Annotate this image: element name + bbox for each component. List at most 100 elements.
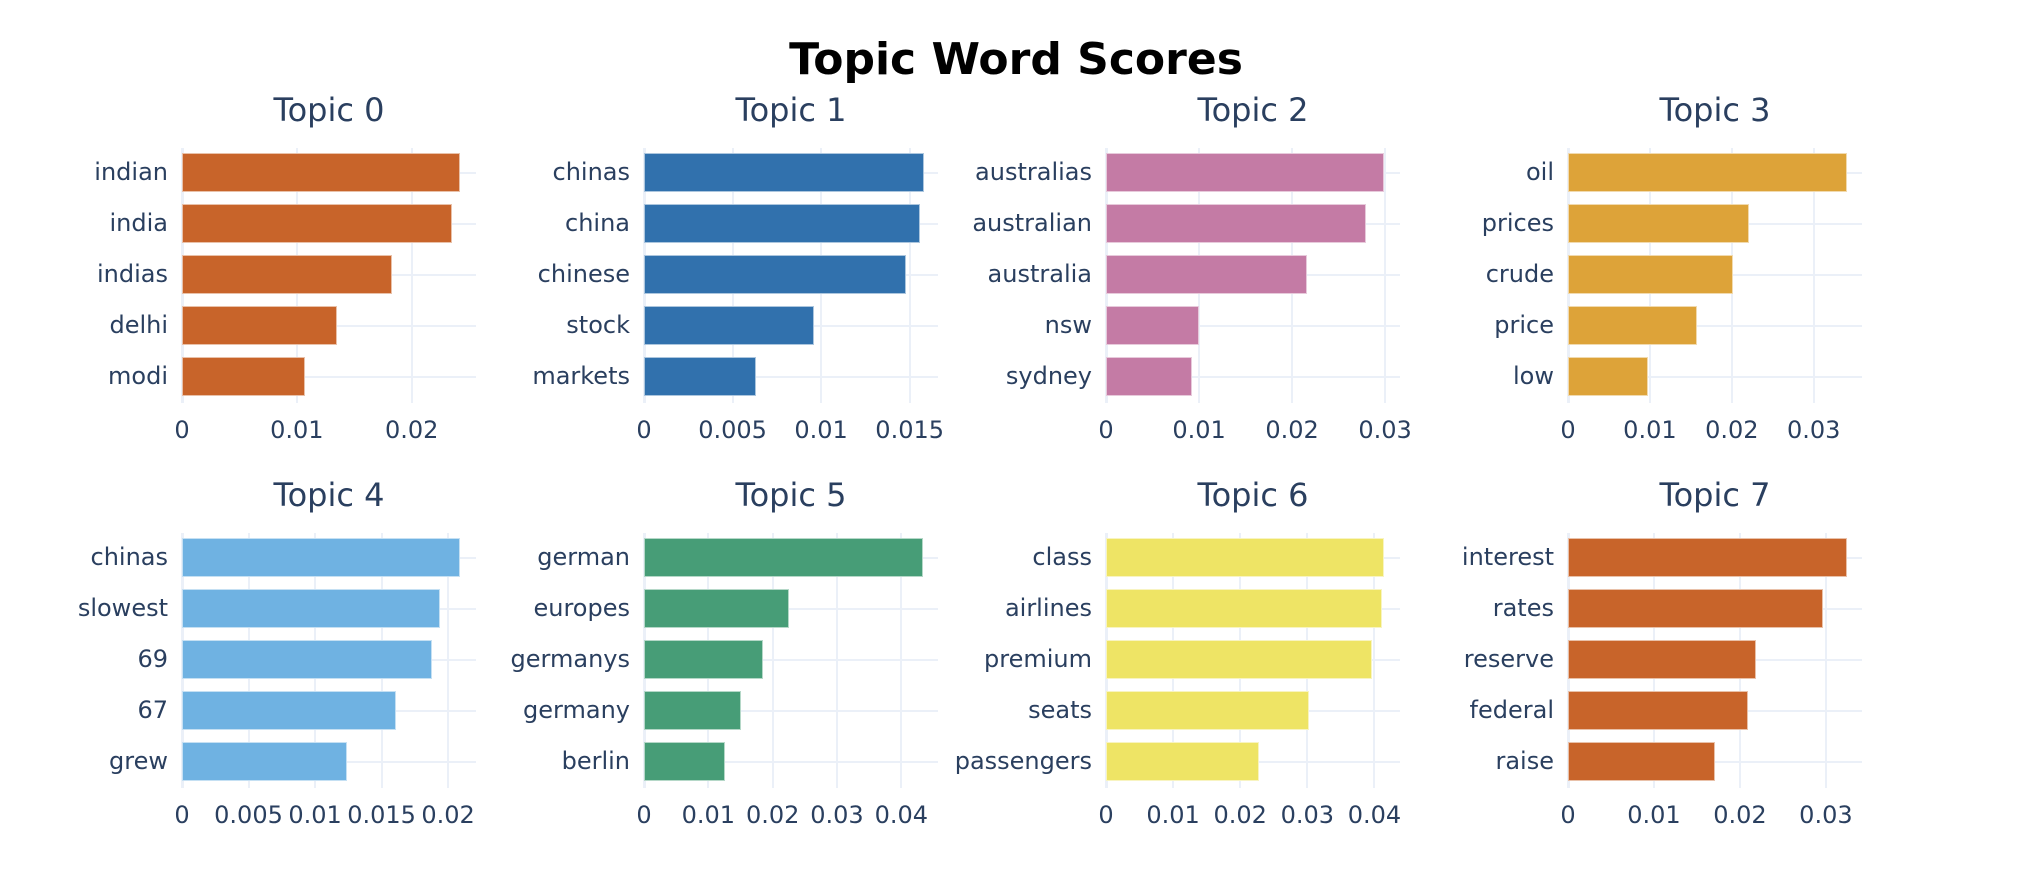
- subplot-topic-4: Topic 4 chinas slowest 69 67 grew 0 0.005 0.01 0.…: [78, 476, 476, 829]
- subplot-topic-0: Topic 0 indian india indias delhi modi 0 0.01 0.…: [94, 91, 476, 444]
- y-tick-label: crude: [1485, 260, 1554, 288]
- y-tick-label: australias: [975, 158, 1092, 186]
- x-tick-label: 0.02: [1265, 416, 1319, 444]
- subplot-title: Topic 3: [1659, 91, 1771, 129]
- y-tick-label: india: [109, 209, 169, 237]
- bar-67[interactable]: [182, 691, 397, 730]
- bar-modi[interactable]: [182, 357, 305, 396]
- subplot-title: Topic 1: [735, 91, 847, 129]
- bar-premium[interactable]: [1106, 640, 1372, 679]
- y-tick-label: grew: [109, 747, 168, 775]
- bar-nsw[interactable]: [1106, 306, 1200, 345]
- y-tick-label: australia: [987, 260, 1092, 288]
- chart-title: Topic Word Scores: [789, 34, 1243, 85]
- bar-berlin[interactable]: [644, 742, 726, 781]
- subplot-title: Topic 4: [273, 476, 385, 514]
- x-tick-label: 0.01: [1627, 801, 1681, 829]
- y-tick-label: passengers: [954, 747, 1092, 775]
- x-tick-label: 0.03: [1280, 801, 1335, 829]
- bar-69[interactable]: [182, 640, 433, 679]
- x-tick-label: 0.015: [875, 416, 945, 444]
- y-tick-label: class: [1032, 543, 1092, 571]
- y-tick-label: interest: [1461, 543, 1554, 571]
- x-tick-label: 0: [174, 416, 190, 444]
- x-gridline: [1812, 148, 1815, 403]
- y-tick-label: german: [537, 543, 630, 571]
- subplot-title: Topic 2: [1197, 91, 1309, 129]
- y-tick-label: sydney: [1005, 362, 1092, 390]
- x-tick-label: 0: [636, 801, 652, 829]
- x-tick-label: 0.03: [810, 801, 864, 829]
- y-tick-label: china: [565, 209, 630, 237]
- bar-indias[interactable]: [182, 255, 393, 294]
- bar-seats[interactable]: [1106, 691, 1310, 730]
- y-tick-label: germany: [523, 696, 630, 724]
- y-tick-label: stock: [566, 311, 630, 339]
- x-tick-label: 0.02: [421, 801, 475, 829]
- y-tick-label: indian: [94, 158, 168, 186]
- subplot-topic-2: Topic 2 australias australian australia nsw s…: [972, 91, 1412, 444]
- bar-airlines[interactable]: [1106, 589, 1382, 628]
- x-tick-label: 0: [174, 801, 190, 829]
- subplot-topic-1: Topic 1 chinas china chinese stock markets 0 0.…: [532, 91, 944, 444]
- bar-raise[interactable]: [1568, 742, 1715, 781]
- bar-china[interactable]: [644, 204, 921, 243]
- y-tick-label: berlin: [561, 747, 630, 775]
- bar-rates[interactable]: [1568, 589, 1824, 628]
- bar-australias[interactable]: [1106, 153, 1385, 192]
- x-tick-label: 0: [1560, 416, 1576, 444]
- x-tick-label: 0.02: [384, 416, 439, 444]
- y-gridline: [1106, 375, 1400, 378]
- x-tick-label: 0.005: [214, 801, 283, 829]
- bar-australia[interactable]: [1106, 255, 1307, 294]
- y-tick-label: price: [1494, 311, 1554, 339]
- x-gridline: [410, 148, 413, 403]
- bar-low[interactable]: [1568, 357, 1649, 396]
- bar-chinas[interactable]: [644, 153, 924, 192]
- bar-europes[interactable]: [644, 589, 790, 628]
- bar-price[interactable]: [1568, 306, 1697, 345]
- x-tick-label: 0.01: [1146, 801, 1200, 829]
- y-tick-label: chinas: [90, 543, 169, 571]
- bar-slowest[interactable]: [182, 589, 441, 628]
- bar-grew[interactable]: [182, 742, 347, 781]
- plot-area: [643, 533, 938, 788]
- bar-germany[interactable]: [644, 691, 742, 730]
- bar-australian[interactable]: [1106, 204, 1366, 243]
- bar-reserve[interactable]: [1568, 640, 1757, 679]
- bar-passengers[interactable]: [1106, 742, 1260, 781]
- bar-german[interactable]: [644, 538, 923, 577]
- bar-sydney[interactable]: [1106, 357, 1192, 396]
- subplot-topic-6: Topic 6 class airlines premium seats passenge…: [955, 476, 1402, 829]
- bar-germanys[interactable]: [644, 640, 763, 679]
- x-tick-label: 0.02: [1213, 801, 1267, 829]
- plot-area: [1567, 533, 1862, 788]
- y-tick-label: seats: [1028, 696, 1092, 724]
- x-gridline: [771, 533, 774, 788]
- y-gridline: [1568, 375, 1862, 378]
- bar-crude[interactable]: [1568, 255, 1734, 294]
- x-tick-label: 0: [636, 416, 652, 444]
- x-tick-label: 0.005: [698, 416, 767, 444]
- y-tick-label: airlines: [1004, 594, 1092, 622]
- x-tick-label: 0.01: [288, 801, 342, 829]
- bar-delhi[interactable]: [182, 306, 338, 345]
- plot-area: [181, 148, 476, 403]
- bar-oil[interactable]: [1568, 153, 1848, 192]
- bar-stock[interactable]: [644, 306, 815, 345]
- bar-chinas[interactable]: [182, 538, 461, 577]
- bar-federal[interactable]: [1568, 691, 1748, 730]
- bar-interest[interactable]: [1568, 538, 1847, 577]
- x-gridline: [900, 533, 903, 788]
- x-tick-label: 0: [1560, 801, 1576, 829]
- bar-indian[interactable]: [182, 153, 460, 192]
- subplot-topic-5: Topic 5 german europes germanys germany berli…: [511, 476, 938, 829]
- bar-india[interactable]: [182, 204, 452, 243]
- bar-prices[interactable]: [1568, 204, 1749, 243]
- y-gridline: [644, 709, 938, 712]
- x-tick-label: 0.01: [794, 416, 848, 444]
- bar-chinese[interactable]: [644, 255, 907, 294]
- bar-class[interactable]: [1106, 538, 1384, 577]
- bar-markets[interactable]: [644, 357, 756, 396]
- x-gridline: [908, 148, 911, 403]
